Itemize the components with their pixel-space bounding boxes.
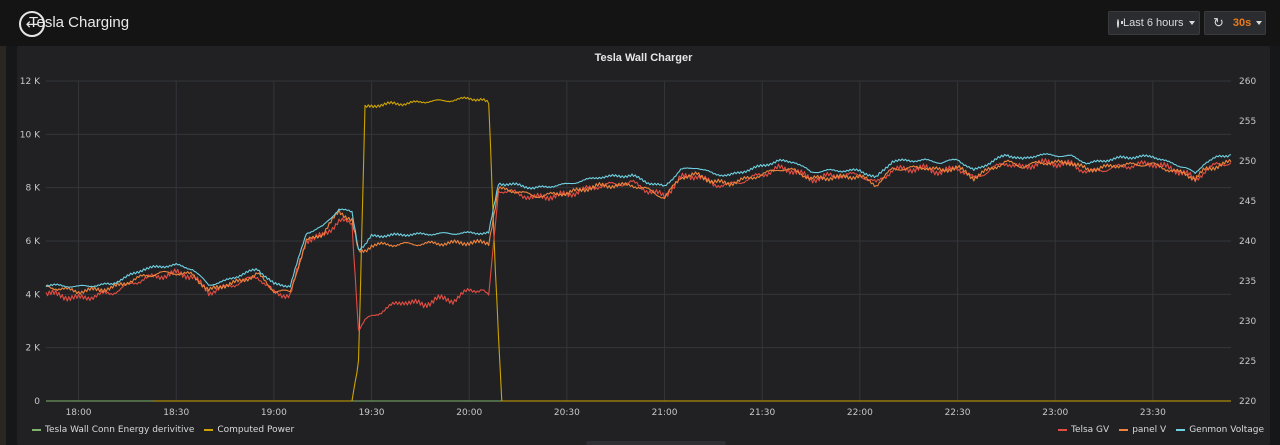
- legend-swatch: [32, 429, 41, 431]
- x-tick-label: 18:30: [163, 408, 189, 418]
- series-line: [45, 159, 1232, 295]
- x-tick-label: 22:30: [945, 408, 971, 418]
- refresh-picker[interactable]: ↻ 30s: [1204, 11, 1266, 35]
- y-right-tick-label: 240: [1239, 237, 1256, 247]
- legend-left: Tesla Wall Conn Energy derivitive Compute…: [32, 425, 304, 435]
- legend-item[interactable]: Telsa GV: [1057, 425, 1110, 435]
- y-left-tick-label: 4 K: [26, 290, 42, 300]
- line-chart: 0 2 K 4 K 6 K 8 K 10 K 12 K 220 225 230 235 240 245 2…: [20, 77, 1257, 418]
- arrow-left-circle-icon: ←: [25, 14, 39, 33]
- panel-title[interactable]: Tesla Wall Charger: [594, 52, 693, 64]
- y-right-tick-label: 230: [1239, 317, 1256, 327]
- legend-swatch: [1176, 429, 1186, 431]
- x-tick-label: 19:00: [261, 408, 287, 418]
- x-tick-label: 21:00: [652, 408, 678, 418]
- caret-down-icon: [1256, 21, 1263, 25]
- x-tick-label: 20:30: [554, 408, 580, 418]
- y-right-tick-label: 255: [1239, 117, 1256, 127]
- y-right-tick-label: 225: [1239, 357, 1256, 367]
- y-right-tick-label: 220: [1239, 397, 1256, 407]
- y-right-tick-label: 245: [1239, 197, 1256, 207]
- legend-item[interactable]: Genmon Voltage: [1176, 425, 1264, 435]
- legend-right: Telsa GV panel V Genmon Voltage: [1048, 425, 1264, 435]
- y-left-tick-label: 2 K: [26, 344, 42, 354]
- x-tick-label: 19:30: [359, 408, 385, 418]
- page-edge: [0, 46, 6, 445]
- dashboard-navbar: ← Tesla Charging Last 6 hours ↻ 30s: [0, 0, 1280, 46]
- legend-label: Tesla Wall Conn Energy derivitive: [45, 425, 195, 435]
- refresh-interval: 30s: [1232, 17, 1252, 29]
- y-left-tick-label: 12 K: [20, 77, 41, 87]
- time-range-picker[interactable]: Last 6 hours: [1108, 11, 1200, 35]
- x-tick-label: 20:00: [456, 408, 482, 418]
- legend-label: panel V: [1132, 425, 1167, 435]
- y-right-tick-label: 235: [1239, 277, 1256, 287]
- legend-label: Genmon Voltage: [1189, 425, 1264, 435]
- graph-panel: Tesla Wall Charger 0 2 K 4 K 6 K 8 K 10 K 12 K…: [17, 46, 1270, 445]
- x-tick-label: 18:00: [66, 408, 92, 418]
- y-right-tick-label: 250: [1239, 157, 1256, 167]
- x-tick-label: 23:30: [1140, 408, 1166, 418]
- clock-icon: [1117, 18, 1123, 28]
- legend-label: Computed Power: [217, 425, 295, 435]
- scroll-handle[interactable]: [586, 441, 726, 445]
- x-tick-label: 23:00: [1042, 408, 1068, 418]
- legend-swatch: [204, 429, 214, 431]
- x-tick-label: 22:00: [847, 408, 873, 418]
- y-right-tick-label: 260: [1239, 77, 1256, 87]
- y-left-tick-label: 8 K: [26, 184, 42, 194]
- legend-label: Telsa GV: [1070, 425, 1110, 435]
- legend-item[interactable]: Tesla Wall Conn Energy derivitive: [32, 425, 194, 435]
- legend-item[interactable]: Computed Power: [204, 425, 294, 435]
- y-left-tick-label: 6 K: [26, 237, 42, 247]
- time-range-label: Last 6 hours: [1123, 17, 1184, 29]
- legend-swatch: [1057, 429, 1067, 431]
- y-left-tick-label: 10 K: [20, 130, 41, 140]
- back-button[interactable]: ←: [19, 11, 45, 37]
- legend-swatch: [1119, 429, 1129, 431]
- refresh-icon[interactable]: ↻: [1213, 15, 1224, 30]
- dashboard-title[interactable]: Tesla Charging: [29, 14, 130, 31]
- caret-down-icon: [1188, 21, 1195, 25]
- x-tick-label: 21:30: [749, 408, 775, 418]
- y-left-tick-label: 0: [34, 397, 40, 407]
- series-line: [45, 158, 1232, 331]
- legend-item[interactable]: panel V: [1119, 425, 1166, 435]
- series-line: [45, 153, 1232, 288]
- series-line: [153, 96, 1231, 402]
